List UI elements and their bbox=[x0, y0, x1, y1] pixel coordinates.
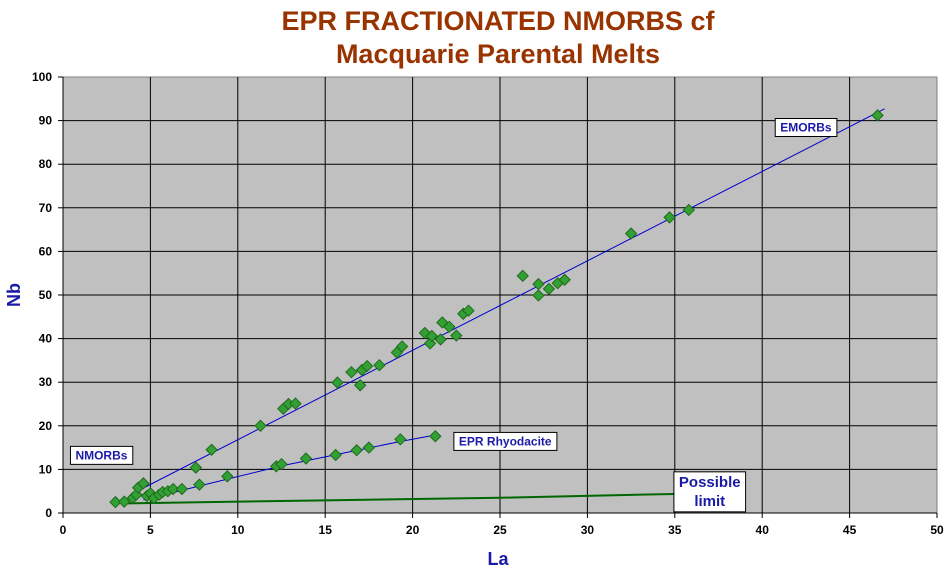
data-point bbox=[663, 211, 676, 224]
x-tick-label: 15 bbox=[319, 523, 333, 537]
annotation-label: EPR Rhyodacite bbox=[453, 431, 558, 451]
y-tick-label: 80 bbox=[39, 157, 53, 171]
data-point bbox=[350, 444, 363, 457]
rhyodacite-trend-line bbox=[143, 434, 436, 501]
data-point bbox=[425, 329, 439, 343]
data-point bbox=[109, 495, 122, 509]
data-point bbox=[462, 304, 475, 317]
data-point bbox=[394, 433, 407, 446]
x-tick-label: 20 bbox=[406, 523, 420, 537]
data-point bbox=[532, 289, 545, 302]
data-point bbox=[558, 273, 571, 286]
y-tick-label: 0 bbox=[45, 506, 52, 520]
possible-limit-line bbox=[124, 492, 681, 505]
x-tick-label: 35 bbox=[668, 523, 682, 537]
data-point bbox=[516, 269, 529, 283]
annotation-text: Possible bbox=[679, 474, 741, 491]
data-point bbox=[395, 340, 409, 353]
x-tick-label: 0 bbox=[60, 523, 67, 537]
y-tick-label: 40 bbox=[39, 332, 53, 346]
annotation-box bbox=[453, 431, 558, 451]
x-tick-label: 10 bbox=[231, 523, 245, 537]
data-point bbox=[682, 203, 695, 217]
data-point bbox=[329, 448, 342, 462]
annotation-text: NMORBs bbox=[75, 448, 127, 462]
data-point bbox=[443, 320, 456, 334]
data-point bbox=[624, 227, 638, 240]
data-point bbox=[353, 379, 367, 392]
annotation-box bbox=[673, 471, 747, 513]
axes bbox=[58, 76, 938, 518]
y-tick-label: 100 bbox=[32, 70, 52, 84]
annotation-box bbox=[774, 118, 838, 137]
y-tick-label: 10 bbox=[39, 462, 53, 476]
y-tick-label: 70 bbox=[39, 201, 53, 215]
x-tick-labels: 0 5 10 15 20 25 30 35 40 45 50 bbox=[60, 523, 944, 537]
data-point bbox=[189, 461, 203, 474]
annotations: EMORBs EPR Rhyodacite NMORBs Possible limit bbox=[69, 118, 838, 513]
x-tick-label: 25 bbox=[493, 523, 507, 537]
data-points bbox=[109, 109, 884, 509]
x-tick-label: 30 bbox=[581, 523, 595, 537]
data-point bbox=[299, 452, 313, 465]
data-point bbox=[331, 376, 344, 389]
y-tick-label: 60 bbox=[39, 244, 53, 258]
annotation-text: limit bbox=[694, 493, 725, 510]
y-tick-label: 50 bbox=[39, 288, 53, 302]
data-point bbox=[373, 358, 386, 372]
data-point bbox=[221, 470, 234, 483]
x-tick-label: 40 bbox=[756, 523, 770, 537]
chart-title-line-1: EPR FRACTIONATED NMORBS cf bbox=[281, 6, 715, 36]
annotation-text: EMORBs bbox=[780, 121, 832, 135]
data-point bbox=[360, 359, 374, 373]
data-point bbox=[871, 109, 884, 122]
annotation-label: Possible limit bbox=[673, 471, 747, 513]
annotation-box bbox=[69, 445, 134, 465]
gridlines bbox=[63, 77, 937, 513]
data-point bbox=[289, 397, 302, 410]
data-point bbox=[137, 477, 150, 490]
x-tick-label: 50 bbox=[930, 523, 944, 537]
x-axis-label: La bbox=[487, 549, 509, 569]
data-point bbox=[117, 495, 131, 508]
data-point bbox=[175, 482, 189, 496]
data-point bbox=[542, 282, 556, 296]
y-tick-labels: 0 10 20 30 40 50 60 70 80 90 100 bbox=[32, 70, 52, 520]
data-point bbox=[193, 478, 206, 491]
x-tick-label: 45 bbox=[843, 523, 857, 537]
annotation-text: EPR Rhyodacite bbox=[459, 434, 552, 448]
data-point bbox=[450, 329, 463, 342]
y-tick-label: 20 bbox=[39, 419, 53, 433]
annotation-label: NMORBs bbox=[69, 445, 134, 465]
data-point bbox=[362, 441, 376, 454]
data-point bbox=[429, 430, 442, 443]
y-axis-label: Nb bbox=[4, 283, 24, 307]
y-tick-label: 90 bbox=[39, 114, 53, 128]
data-point bbox=[275, 457, 288, 471]
data-point bbox=[345, 365, 358, 379]
data-point bbox=[205, 443, 218, 456]
data-point bbox=[434, 333, 447, 346]
data-point bbox=[166, 482, 180, 496]
y-tick-label: 30 bbox=[39, 375, 53, 389]
data-point bbox=[254, 419, 267, 433]
annotation-label: EMORBs bbox=[774, 118, 838, 137]
chart-title-line-2: Macquarie Parental Melts bbox=[336, 39, 660, 69]
x-tick-label: 5 bbox=[147, 523, 154, 537]
